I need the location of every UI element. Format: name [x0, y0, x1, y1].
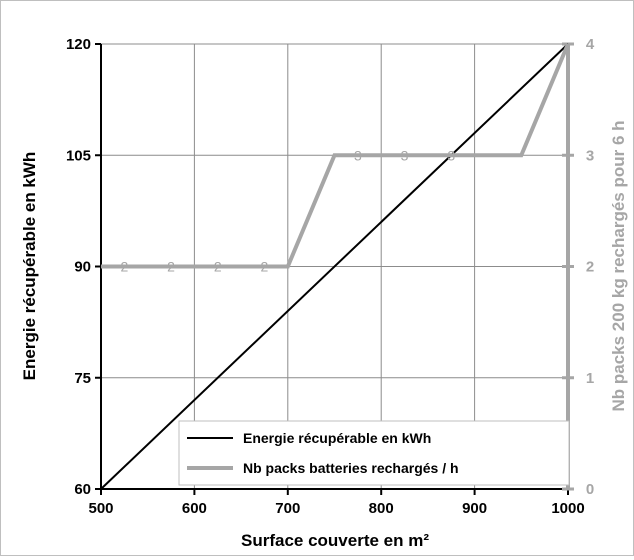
packs-data-label: 2 [214, 259, 222, 275]
packs-data-label: 2 [120, 259, 128, 275]
x-tick-label: 600 [182, 500, 207, 517]
legend-box [178, 420, 570, 486]
x-tick-label: 500 [88, 500, 113, 517]
packs-data-label: 2 [167, 259, 175, 275]
y2-tick-label: 3 [586, 147, 594, 164]
energy-line [100, 43, 569, 490]
x-tick-label: 1000 [551, 500, 584, 517]
x-tick-label: 800 [369, 500, 394, 517]
y-tick-label: 75 [74, 370, 91, 387]
y-tick-label: 120 [66, 36, 91, 53]
packs-line [101, 43, 570, 269]
y-tick-label: 90 [74, 259, 91, 276]
legend: Energie récupérable en kWh Nb packs batt… [178, 420, 570, 486]
y-axis-title: Energie récupérable en kWh [20, 152, 39, 381]
x-axis-title: Surface couverte en m² [241, 531, 429, 550]
y2-axis-title: Nb packs 200 kg rechargés pour 6 h [609, 120, 628, 411]
legend-label-energy: Energie récupérable en kWh [243, 430, 431, 446]
y2-tick-label: 0 [586, 481, 594, 498]
y-tick-label: 105 [66, 147, 91, 164]
y2-tick-label: 2 [586, 259, 594, 276]
y-tick-label: 60 [74, 481, 91, 498]
y2-tick-label: 4 [586, 36, 595, 53]
x-tick-label: 900 [462, 500, 487, 517]
series-layer: 2 2 2 2 3 3 3 [100, 43, 570, 490]
packs-data-label: 3 [447, 147, 455, 163]
packs-data-label: 3 [354, 147, 362, 163]
y2-tick-label: 1 [586, 370, 594, 387]
x-tick-label: 700 [275, 500, 300, 517]
packs-data-label: 2 [261, 259, 269, 275]
legend-label-packs: Nb packs batteries rechargés / h [243, 460, 459, 476]
packs-data-label: 3 [401, 147, 409, 163]
